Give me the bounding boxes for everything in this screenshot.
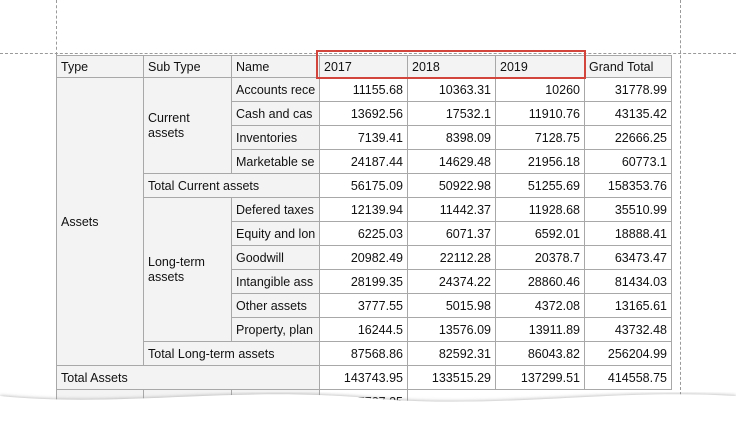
value-cell: 143743.95 xyxy=(319,365,408,390)
margin-guide xyxy=(680,0,681,400)
row-name: Defered taxes xyxy=(231,197,320,222)
row-name: Equity and lon xyxy=(231,221,320,246)
value-cell: 16244.5 xyxy=(319,317,408,342)
value-cell: 20378.7 xyxy=(495,245,585,270)
value-cell: 20982.49 xyxy=(319,245,408,270)
value-cell: 18888.41 xyxy=(584,221,672,246)
margin-guide xyxy=(56,0,57,55)
row-name: Inventories xyxy=(231,125,320,150)
value-cell: 87568.86 xyxy=(319,341,408,366)
value-cell: 82592.31 xyxy=(407,341,496,366)
row-name: Marketable se xyxy=(231,149,320,174)
torn-edge xyxy=(0,394,736,422)
value-cell: 11155.68 xyxy=(319,77,408,102)
value-cell: 21956.18 xyxy=(495,149,585,174)
value-cell: 22666.25 xyxy=(584,125,672,150)
value-cell: 28860.46 xyxy=(495,269,585,294)
value-cell: 86043.82 xyxy=(495,341,585,366)
value-cell: 10363.31 xyxy=(407,77,496,102)
column-header: Name xyxy=(231,55,320,78)
value-cell: 13692.56 xyxy=(319,101,408,126)
row-name: Property, plan xyxy=(231,317,320,342)
value-cell: 6225.03 xyxy=(319,221,408,246)
edge-cover xyxy=(0,394,736,422)
value-cell: 24187.44 xyxy=(319,149,408,174)
sub-type: Current assets xyxy=(143,77,232,174)
value-cell: 12139.94 xyxy=(319,197,408,222)
row-type: Assets xyxy=(56,77,144,366)
value-cell: 13911.89 xyxy=(495,317,585,342)
value-cell: 43732.48 xyxy=(584,317,672,342)
value-cell: 256204.99 xyxy=(584,341,672,366)
value-cell: 63473.47 xyxy=(584,245,672,270)
value-cell: 56175.09 xyxy=(319,173,408,198)
total-label: Total Assets xyxy=(56,365,320,390)
value-cell: 81434.03 xyxy=(584,269,672,294)
value-cell: 11928.68 xyxy=(495,197,585,222)
value-cell: 137299.51 xyxy=(495,365,585,390)
value-cell: 4372.08 xyxy=(495,293,585,318)
value-cell: 28199.35 xyxy=(319,269,408,294)
value-cell: 60773.1 xyxy=(584,149,672,174)
value-cell: 13165.61 xyxy=(584,293,672,318)
sub-type: Long-term assets xyxy=(143,197,232,342)
value-cell: 6592.01 xyxy=(495,221,585,246)
value-cell: 7128.75 xyxy=(495,125,585,150)
column-header: Grand Total xyxy=(584,55,672,78)
value-cell: 31778.99 xyxy=(584,77,672,102)
margin-guide xyxy=(0,53,736,54)
value-cell: 24374.22 xyxy=(407,269,496,294)
total-label: Total Current assets xyxy=(143,173,320,198)
value-cell: 10260 xyxy=(495,77,585,102)
selection-box[interactable] xyxy=(316,50,586,79)
total-label: Total Long-term assets xyxy=(143,341,320,366)
value-cell: 5015.98 xyxy=(407,293,496,318)
value-cell: 8398.09 xyxy=(407,125,496,150)
value-cell: 13576.09 xyxy=(407,317,496,342)
row-name: Cash and cas xyxy=(231,101,320,126)
value-cell: 17532.1 xyxy=(407,101,496,126)
value-cell: 11442.37 xyxy=(407,197,496,222)
value-cell: 414558.75 xyxy=(584,365,672,390)
value-cell: 22112.28 xyxy=(407,245,496,270)
column-header: Type xyxy=(56,55,144,78)
row-name: Other assets xyxy=(231,293,320,318)
value-cell: 14629.48 xyxy=(407,149,496,174)
value-cell: 6071.37 xyxy=(407,221,496,246)
value-cell: 11910.76 xyxy=(495,101,585,126)
value-cell: 133515.29 xyxy=(407,365,496,390)
value-cell: 7139.41 xyxy=(319,125,408,150)
value-cell: 51255.69 xyxy=(495,173,585,198)
value-cell: 43135.42 xyxy=(584,101,672,126)
row-name: Intangible ass xyxy=(231,269,320,294)
row-name: Accounts rece xyxy=(231,77,320,102)
value-cell: 50922.98 xyxy=(407,173,496,198)
value-cell: 158353.76 xyxy=(584,173,672,198)
value-cell: 35510.99 xyxy=(584,197,672,222)
row-name: Goodwill xyxy=(231,245,320,270)
value-cell: 3777.55 xyxy=(319,293,408,318)
column-header: Sub Type xyxy=(143,55,232,78)
